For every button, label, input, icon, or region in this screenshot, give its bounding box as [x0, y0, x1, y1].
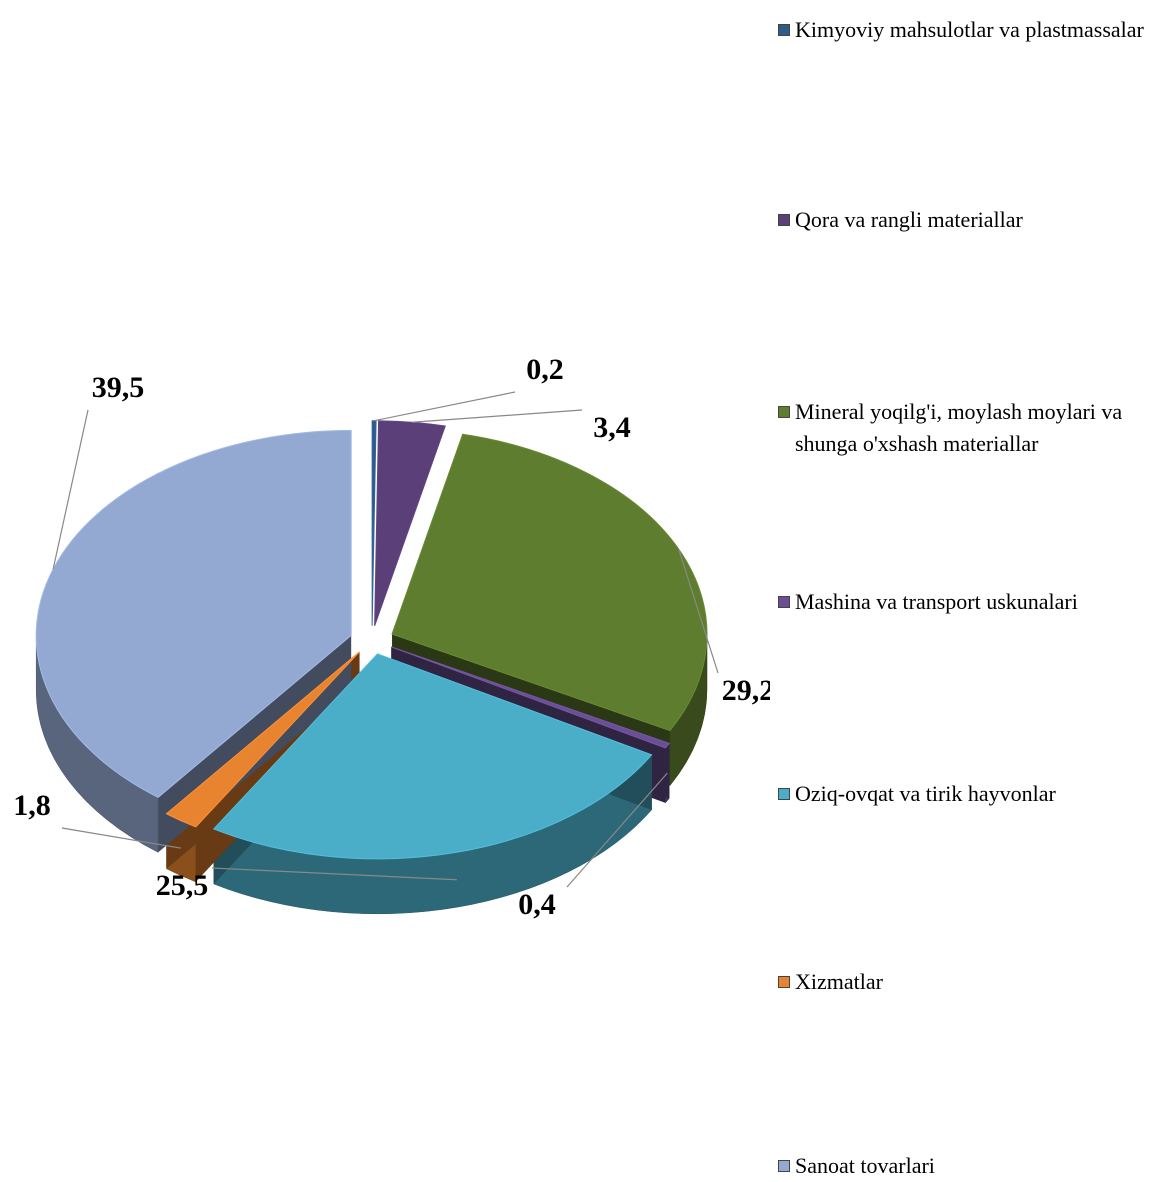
legend-entry: Sanoat tovarlari — [778, 1150, 1164, 1182]
data-label: 39,5 — [92, 371, 145, 404]
data-label: 29,2 — [722, 674, 770, 707]
legend-label: Mineral yoqilg'i, moylash moylari va shu… — [795, 399, 1123, 456]
leader-line — [412, 409, 583, 423]
legend-entry: Qora va rangli materiallar — [778, 204, 1164, 236]
slice — [374, 420, 446, 626]
data-label: 0,4 — [518, 888, 556, 921]
slice — [212, 653, 653, 860]
legend-entry: Xizmatlar — [778, 966, 1164, 998]
data-label: 0,2 — [526, 353, 564, 386]
legend-label: Sanoat tovarlari — [795, 1153, 935, 1178]
legend-swatch — [778, 214, 790, 226]
leader-line — [211, 867, 457, 881]
legend-entry: Oziq-ovqat va tirik hayvonlar — [778, 778, 1164, 810]
legend-label: Xizmatlar — [795, 969, 883, 994]
legend-swatch — [778, 406, 790, 418]
legend-label: Kimyoviy mahsulotlar va plastmassalar — [795, 17, 1144, 42]
leader-line — [61, 827, 181, 849]
leader-line — [373, 391, 516, 422]
legend-entry: Mineral yoqilg'i, moylash moylari va shu… — [778, 396, 1164, 460]
legend: Kimyoviy mahsulotlar va plastmassalar Qor… — [778, 0, 1164, 1180]
legend-swatch — [778, 788, 790, 800]
slice — [35, 429, 352, 798]
data-label: 1,8 — [13, 789, 51, 822]
leader-line — [52, 409, 89, 570]
slice-tops — [35, 420, 708, 860]
chart: 0,2 3,4 29,2 0,4 25,5 1,8 39,5 — [13, 353, 770, 921]
leader-line — [678, 548, 719, 674]
leader-line — [566, 772, 668, 888]
legend-label: Oziq-ovqat va tirik hayvonlar — [795, 781, 1056, 806]
legend-entry: Kimyoviy mahsulotlar va plastmassalar — [778, 14, 1164, 46]
legend-label: Mashina va transport uskunalari — [795, 589, 1078, 614]
legend-swatch — [778, 596, 790, 608]
data-label: 25,5 — [156, 869, 209, 902]
slice — [165, 651, 360, 828]
legend-label: Qora va rangli materiallar — [795, 207, 1023, 232]
legend-entry: Mashina va transport uskunalari — [778, 586, 1164, 618]
legend-swatch — [778, 24, 790, 36]
data-label: 3,4 — [593, 411, 631, 444]
legend-swatch — [778, 1160, 790, 1172]
legend-swatch — [778, 976, 790, 988]
slice — [391, 646, 671, 749]
